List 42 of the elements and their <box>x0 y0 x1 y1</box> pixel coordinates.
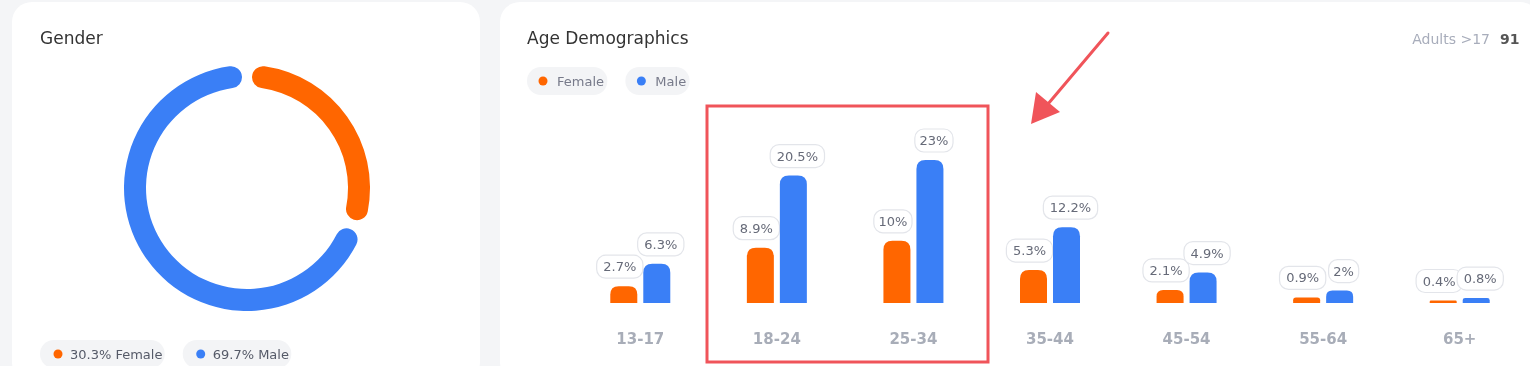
bar <box>1189 272 1217 303</box>
x-tick-label: 65+ <box>1442 330 1477 348</box>
chart-title: Age Demographics <box>527 28 689 48</box>
bar <box>1053 227 1080 303</box>
data-label: 23% <box>919 133 949 148</box>
bar <box>643 263 671 303</box>
bar <box>1020 270 1047 303</box>
data-label: 2% <box>1333 263 1354 279</box>
bar <box>1326 290 1354 303</box>
bar <box>883 240 911 303</box>
data-label: 12.2% <box>1049 200 1092 216</box>
data-label: 6.3% <box>644 236 678 252</box>
bar <box>779 175 807 303</box>
legend-label: 30.3% Female <box>70 347 163 362</box>
data-label: 2.7% <box>603 259 637 275</box>
bar <box>1462 298 1490 303</box>
data-label: 8.9% <box>739 220 773 236</box>
data-label: 0.4% <box>1422 273 1456 289</box>
bar <box>610 286 638 303</box>
text: Adults >17 <box>1412 31 1490 47</box>
chart-title: Gender <box>40 28 103 48</box>
data-label: 10% <box>878 213 908 229</box>
data-label: 4.9% <box>1190 245 1224 261</box>
data-label: 5.3% <box>1012 243 1047 259</box>
bar <box>746 247 774 303</box>
x-tick-label: 45-54 <box>1162 330 1211 348</box>
x-tick-label: 18-24 <box>752 330 801 348</box>
x-tick-label: 25-34 <box>889 330 938 348</box>
data-label: 20.5% <box>776 148 819 164</box>
data-label: 0.8% <box>1463 271 1497 287</box>
x-tick-label: 13-17 <box>616 330 665 348</box>
data-label: 2.1% <box>1149 262 1183 278</box>
legend-label: Male <box>655 74 687 89</box>
legend-label: 69.7% Male <box>212 347 289 362</box>
bar <box>1293 297 1321 303</box>
data-label: 0.9% <box>1286 270 1320 286</box>
bar <box>1156 289 1184 303</box>
x-tick-label: 35-44 <box>1026 330 1074 348</box>
x-tick-label: 55-64 <box>1299 330 1348 348</box>
legend-label: Female <box>557 74 605 89</box>
text: 91 <box>1500 31 1520 47</box>
bar <box>916 160 944 303</box>
